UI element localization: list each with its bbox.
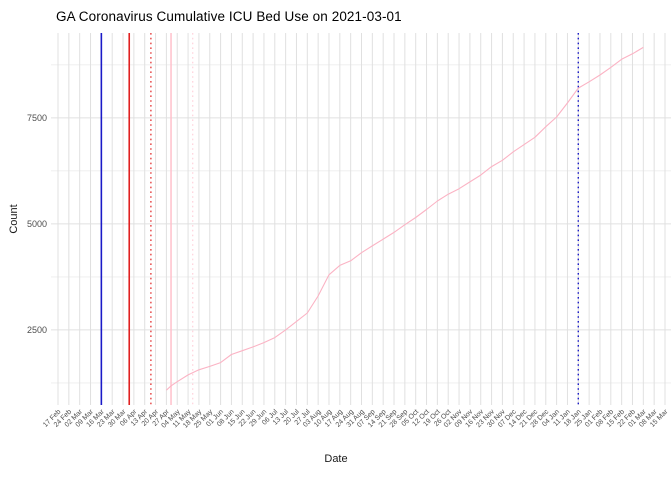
x-axis-title: Date: [324, 453, 348, 465]
chart-title: GA Coronavirus Cumulative ICU Bed Use on…: [56, 9, 402, 24]
grid-vertical-weekly: [57, 33, 666, 405]
cumulative-icu-bed-use-line: [166, 46, 644, 391]
y-tick-labels: 2500 5000 7500: [27, 113, 47, 335]
y-tick-label: 2500: [27, 325, 47, 335]
y-tick-label: 7500: [27, 113, 47, 123]
data-series: [166, 46, 644, 391]
y-axis-title: Count: [8, 204, 20, 234]
y-tick-label: 5000: [27, 219, 47, 229]
event-vlines: [100, 33, 579, 405]
